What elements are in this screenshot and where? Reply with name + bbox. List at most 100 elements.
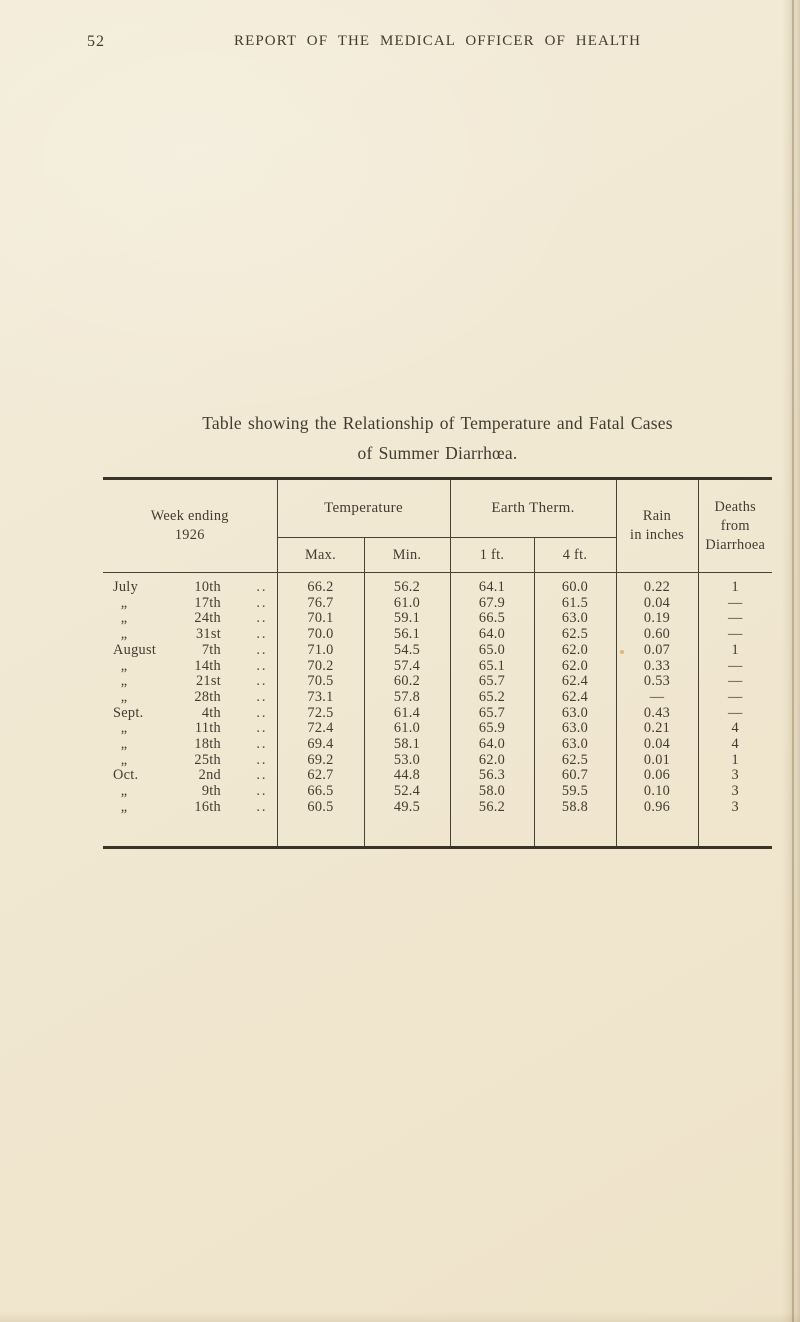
table-row: „ 28th .. 73.1 57.8 65.2 62.4 — — — [103, 689, 773, 706]
cell-rain: 0.07 — [615, 642, 699, 659]
row-day: 17th — [194, 594, 221, 611]
cell-temp-min: 61.4 — [363, 705, 450, 722]
col-header-week-ending: Week ending 1926 — [103, 478, 277, 573]
row-month: „ — [113, 736, 128, 753]
week-line: „ 9th .. — [103, 783, 277, 800]
week-line: „ 16th .. — [103, 798, 277, 816]
cell-temp-max: 69.4 — [276, 736, 364, 753]
cell-temp-min: 57.8 — [363, 689, 450, 706]
spacer-cell — [449, 815, 534, 848]
week-line: August 7th .. — [103, 641, 277, 659]
spacer-cell — [615, 815, 699, 848]
cell-deaths: — — [697, 611, 773, 628]
col-header-1ft: 1 ft. — [449, 537, 534, 573]
col-header-week-ending-line1: Week ending — [150, 508, 229, 524]
week-line: „ 24th .. — [103, 611, 277, 627]
cell-temp-min: 56.1 — [363, 626, 450, 643]
cell-earth-4ft: 63.0 — [533, 736, 617, 753]
cell-earth-1ft: 64.0 — [449, 626, 534, 643]
row-leader-dots: .. — [256, 657, 268, 674]
week-line: „ 31st .. — [103, 626, 277, 643]
row-day: 11th — [194, 720, 221, 737]
row-month: „ — [113, 783, 128, 800]
week-line: Sept. 4th .. — [103, 704, 277, 722]
page-bottom-shade — [0, 1312, 800, 1322]
row-leader-dots: .. — [256, 736, 268, 753]
row-day: 16th — [194, 798, 221, 815]
cell-deaths: 1 — [697, 642, 773, 659]
header-row-main: Week ending 1926 Temperature Earth Therm… — [103, 478, 773, 573]
cell-deaths: 3 — [697, 799, 773, 816]
table-row: „ 17th .. 76.7 61.0 67.9 61.5 0.04 — — [103, 594, 773, 612]
page-right-edge — [782, 0, 800, 1322]
cell-earth-4ft: 60.7 — [533, 768, 617, 785]
table-row: „ 21st .. 70.5 60.2 65.7 62.4 0.53 — — [103, 673, 773, 690]
cell-earth-4ft: 62.0 — [533, 658, 617, 675]
cell-rain: 0.19 — [615, 611, 699, 628]
cell-temp-min: 59.1 — [363, 611, 450, 628]
week-line: „ 17th .. — [103, 594, 277, 612]
row-leader-dots: .. — [256, 594, 268, 611]
week-line: July 10th .. — [103, 579, 277, 596]
cell-earth-1ft: 65.2 — [449, 689, 534, 706]
col-header-deaths: Deaths from Diarrhoea — [697, 478, 773, 573]
row-leader-dots: .. — [256, 579, 268, 595]
week-line: „ 18th .. — [103, 736, 277, 753]
spacer-cell — [533, 815, 617, 848]
cell-earth-1ft: 64.1 — [449, 572, 534, 596]
row-month: „ — [113, 610, 128, 627]
table-bottom-spacer — [103, 815, 773, 848]
row-leader-dots: .. — [256, 641, 268, 658]
cell-deaths: 4 — [697, 721, 773, 738]
temperature-diarrhoea-table: Week ending 1926 Temperature Earth Therm… — [103, 477, 773, 849]
row-month: „ — [113, 657, 128, 674]
col-header-rain-line2: in inches — [630, 527, 684, 543]
cell-week-ending: „ 18th .. — [103, 736, 277, 753]
cell-temp-max: 69.2 — [276, 752, 364, 769]
cell-deaths: 3 — [697, 768, 773, 785]
cell-earth-1ft: 66.5 — [449, 611, 534, 628]
cell-week-ending: „ 28th .. — [103, 689, 277, 706]
page-right-edge-line — [792, 0, 794, 1322]
week-line: Oct. 2nd .. — [103, 768, 277, 784]
cell-week-ending: „ 9th .. — [103, 783, 277, 800]
col-header-rain-line1: Rain — [642, 508, 672, 524]
row-day: 14th — [194, 657, 221, 674]
col-header-min: Min. — [363, 537, 450, 573]
cell-earth-1ft: 65.7 — [449, 674, 534, 690]
row-day: 21st — [195, 673, 221, 690]
cell-deaths: — — [697, 626, 773, 643]
cell-temp-max: 73.1 — [276, 689, 364, 706]
row-day: 25th — [194, 751, 221, 768]
cell-deaths: — — [697, 658, 773, 675]
cell-temp-min: 58.1 — [363, 736, 450, 753]
row-month: Sept. — [113, 704, 144, 721]
row-leader-dots: .. — [256, 626, 268, 643]
cell-earth-4ft: 63.0 — [533, 721, 617, 738]
cell-earth-1ft: 58.0 — [449, 783, 534, 800]
cell-temp-max: 70.2 — [276, 658, 364, 675]
cell-earth-4ft: 62.4 — [533, 689, 617, 706]
row-leader-dots: .. — [256, 720, 268, 737]
cell-rain: 0.04 — [615, 595, 699, 612]
cell-earth-4ft: 61.5 — [533, 595, 617, 612]
row-day: 10th — [194, 579, 221, 595]
cell-temp-max: 66.2 — [276, 572, 364, 596]
cell-temp-max: 62.7 — [276, 768, 364, 785]
table-row: „ 16th .. 60.5 49.5 56.2 58.8 0.96 3 — [103, 798, 773, 816]
cell-deaths: — — [697, 705, 773, 722]
row-day: 4th — [201, 704, 221, 721]
cell-temp-max: 72.5 — [276, 705, 364, 722]
row-day: 31st — [195, 626, 221, 643]
row-leader-dots: .. — [256, 751, 268, 768]
cell-temp-min: 60.2 — [363, 674, 450, 690]
cell-week-ending: Sept. 4th .. — [103, 704, 277, 722]
cell-temp-min: 57.4 — [363, 658, 450, 675]
row-month: „ — [113, 594, 128, 611]
cell-temp-max: 70.1 — [276, 611, 364, 628]
week-line: „ 25th .. — [103, 751, 277, 769]
cell-earth-4ft: 63.0 — [533, 705, 617, 722]
cell-deaths: 1 — [697, 752, 773, 769]
row-leader-dots: .. — [256, 767, 268, 784]
cell-earth-1ft: 67.9 — [449, 595, 534, 612]
